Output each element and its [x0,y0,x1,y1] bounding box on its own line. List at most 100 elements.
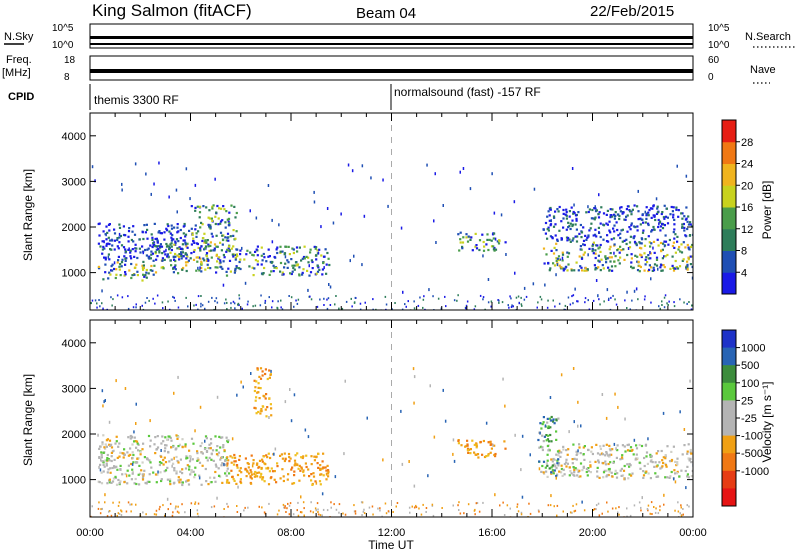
data-cell [189,473,192,476]
data-cell [317,251,320,255]
data-cell [90,302,92,305]
data-cell [554,305,556,308]
data-cell [261,476,265,479]
data-cell [487,248,490,252]
data-cell [118,232,121,236]
data-cell [194,228,197,231]
data-cell [411,505,413,508]
data-cell [222,283,225,287]
data-cell [555,474,558,478]
data-cell [232,300,235,303]
data-cell [321,514,323,517]
data-cell [233,453,236,457]
data-cell [553,246,556,249]
data-cell [362,510,365,513]
data-cell [620,456,624,459]
data-cell [270,414,273,417]
data-cell [110,248,113,251]
data-cell [556,239,559,242]
data-cell [490,443,493,446]
data-cell [216,301,219,304]
data-cell [167,450,170,454]
data-cell [658,221,662,224]
data-cell [574,467,577,470]
data-cell [200,262,203,265]
data-cell [377,507,379,510]
data-cell [153,182,155,186]
data-cell [588,308,591,310]
data-cell [247,300,249,303]
data-cell [213,505,216,508]
data-cell [553,458,557,461]
data-cell [647,211,650,214]
data-cell [685,174,688,178]
data-cell [473,451,476,454]
data-cell [686,475,689,478]
data-cell [215,453,219,456]
data-cell [268,273,271,276]
colorbar-tick-label: 12 [741,224,753,236]
data-cell [136,457,139,460]
data-cell [313,200,316,204]
data-cell [133,436,136,439]
data-cell [230,302,232,305]
data-cell [677,510,680,513]
data-cell [370,176,372,180]
data-cell [289,272,292,275]
data-cell [318,248,321,251]
data-cell [293,305,295,308]
data-cell [238,294,240,297]
data-cell [651,207,654,210]
data-cell [181,268,184,271]
data-cell [118,241,121,244]
data-cell [305,454,308,457]
data-cell [197,515,200,517]
data-cell [481,453,484,456]
data-cell [656,205,659,208]
data-cell [656,211,659,214]
data-cell [576,452,579,455]
data-cell [109,248,112,251]
data-cell [364,301,366,304]
data-cell [111,263,114,266]
data-cell [581,469,584,472]
data-cell [661,459,664,462]
data-cell [487,441,490,444]
data-cell [121,258,124,261]
data-cell [200,483,203,486]
data-cell [599,235,602,239]
data-cell [673,246,676,249]
data-cell [134,243,137,246]
data-cell [209,447,212,450]
data-cell [215,465,218,468]
data-cell [181,468,184,471]
data-cell [261,460,264,463]
data-cell [126,482,129,485]
data-cell [327,470,330,473]
data-cell [175,188,178,192]
data-cell [315,509,317,512]
data-cell [302,268,305,271]
data-cell [213,476,216,479]
data-cell [254,250,257,253]
data-cell [188,468,191,471]
data-cell [157,231,160,234]
data-cell [663,266,666,269]
data-cell [613,243,616,246]
data-cell [208,226,211,229]
data-cell [292,266,295,270]
data-cell [110,459,113,463]
data-cell [566,462,569,465]
data-cell [546,306,549,309]
data-cell [636,457,639,460]
data-cell [112,477,115,480]
data-cell [620,229,623,232]
data-cell [117,504,120,507]
data-cell [304,428,307,432]
data-cell [165,245,169,248]
data-cell [560,471,563,474]
data-cell [548,417,552,420]
data-cell [227,245,231,248]
data-cell [173,266,176,269]
data-cell [544,232,547,235]
